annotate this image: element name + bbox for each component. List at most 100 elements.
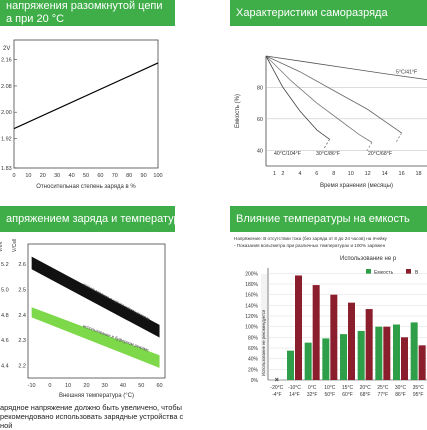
x-tick-label-f: 32°F — [307, 392, 318, 398]
y-tick-label-6v: 4.4 — [1, 363, 9, 369]
x-tick-label: 4 — [298, 171, 301, 177]
y-tick-label-cell: 2.4 — [18, 313, 26, 319]
x-tick-label: 90 — [141, 173, 147, 179]
x-tick-label: 70 — [112, 173, 118, 179]
curve-tail — [365, 142, 373, 153]
bar-voltage — [295, 275, 302, 380]
y-tick-label: 80 — [257, 85, 263, 91]
x-tick-label-f: 95°F — [413, 392, 424, 398]
x-tick-label-f: 77°F — [378, 392, 389, 398]
y-tick-label-6v: 5.2 — [1, 262, 9, 268]
note-line-1: Напряжение: В отсутствии тока (без заряд… — [234, 235, 388, 241]
temp-capacity-chart: Напряжение: В отсутствии тока (без заряд… — [234, 235, 427, 398]
panel-ocv-title-2: а при 20 °C — [6, 13, 65, 25]
x-axis-label: Время хранения (месяцы) — [320, 183, 393, 189]
bottom-note-line-1: арядное напряжение должно быть увеличено… — [0, 403, 182, 412]
y-tick-label: 2.00 — [1, 110, 12, 116]
right-axis-unit: V/Cell — [12, 239, 18, 252]
y-top-label: 2V — [3, 46, 10, 52]
x-tick-label: 10 — [65, 383, 71, 389]
y-tick-label-cell: 2.6 — [18, 262, 26, 268]
x-tick-label-c: 10°C — [324, 385, 336, 391]
x-tick-label-f: -4°F — [272, 392, 282, 398]
curve-label-40c: 40°C/104°F — [274, 151, 301, 157]
bar-capacity — [287, 350, 294, 380]
plot-frame — [27, 243, 166, 379]
y-tick-label: 60% — [248, 346, 259, 352]
curve-tail — [395, 132, 402, 144]
y-tick-label: 40% — [248, 357, 259, 363]
x-tick-label: 30 — [102, 383, 108, 389]
legend-voltage: В — [415, 270, 419, 276]
x-tick-label-c: 20°C — [360, 385, 372, 391]
bar-voltage — [383, 326, 391, 380]
x-tick-label: 2 — [281, 171, 284, 177]
x-tick-label: 16 — [399, 171, 405, 177]
x-tick-label: 80 — [126, 173, 132, 179]
panel-temp-capacity: Влияние температуры на емкость Напряжени… — [230, 206, 427, 430]
x-tick-label: 10 — [348, 171, 354, 177]
x-tick-label: 12 — [365, 171, 371, 177]
bar-voltage — [418, 345, 426, 380]
y-tick-label-cell: 2.3 — [18, 338, 26, 344]
plot-frame — [13, 39, 159, 169]
y-tick-label: 2.08 — [1, 84, 12, 90]
y-tick-label: 160% — [245, 293, 258, 299]
x-tick-label: -10 — [28, 383, 36, 389]
panel-ocv: напряжения разомкнутой цепи а при 20 °C … — [0, 0, 207, 200]
band-2 — [31, 307, 160, 368]
x-tick-label: 40 — [69, 173, 75, 179]
panel-ocv-title-1: напряжения разомкнутой цепи — [6, 0, 163, 12]
not-recommended-band — [261, 274, 267, 376]
x-tick-label-f: 68°F — [360, 392, 371, 398]
y-tick-label-6v: 4.6 — [1, 338, 9, 344]
bar-voltage — [348, 302, 355, 380]
y-tick-label: 200% — [245, 271, 258, 277]
panel-ocv-header: напряжения разомкнутой цепи а при 20 °C — [0, 0, 175, 26]
bar-capacity — [393, 324, 400, 380]
x-tick-label: 6 — [315, 171, 318, 177]
bar-voltage — [312, 285, 320, 380]
panel-self-discharge-header: Характеристики саморазряда — [230, 0, 427, 26]
curve-tail — [323, 139, 330, 150]
x-tick-label: 14 — [382, 171, 388, 177]
bar-capacity — [322, 338, 330, 380]
x-tick-label: 50 — [138, 383, 144, 389]
ocv-line — [13, 62, 159, 130]
bar-capacity — [375, 326, 383, 380]
curve-1 — [265, 55, 427, 80]
legend-title: Использование не р — [340, 256, 397, 262]
x-tick-label-c: 15°C — [342, 385, 354, 391]
note-line-2: - Показания вольтметра при различных тем… — [234, 243, 386, 248]
panel-self-discharge: Характеристики саморазряда 40 60 80 Емкость… — [230, 0, 427, 200]
bar-capacity — [410, 322, 418, 380]
curve-label-5c: 5°C/41°F — [396, 69, 417, 75]
bar-capacity — [357, 330, 365, 380]
x-tick-label-c: 30°C — [395, 385, 407, 391]
band-1 — [31, 256, 160, 338]
y-tick-label: 40 — [257, 148, 263, 154]
y-tick-label: 120% — [245, 314, 258, 320]
bottom-note: арядное напряжение должно быть увеличено… — [0, 403, 200, 430]
x-tick-label: 18 — [415, 171, 421, 177]
x-tick-label: 20 — [83, 383, 89, 389]
curve-label-30c: 30°C/86°F — [316, 151, 340, 157]
y-tick-label-cell: 2.5 — [18, 288, 26, 294]
y-tick-label: 0% — [251, 378, 259, 384]
bar-voltage — [365, 309, 373, 380]
x-tick-label: 60 — [97, 173, 103, 179]
self-discharge-chart: 40 60 80 Емкость (%) 1 2 4 6 8 10 12 14 16 18 Время хр… — [235, 55, 427, 189]
x-tick-label: 100 — [153, 173, 162, 179]
x-axis-label: Относительная степень заряда в % — [36, 184, 136, 190]
y-tick-label-6v: 5.0 — [1, 288, 9, 294]
x-tick-label: 1 — [273, 171, 276, 177]
x-tick-label: 20 — [40, 173, 46, 179]
bottom-note-line-3: ной — [0, 421, 13, 430]
y-tick-label: 1.83 — [1, 166, 12, 172]
bar-capacity — [340, 334, 347, 380]
x-tick-label-f: 86°F — [395, 392, 406, 398]
y-tick-label: 180% — [245, 282, 258, 288]
bottom-note-line-2: рекомендовано использовать зарядные устр… — [0, 412, 184, 421]
x-tick-label: 50 — [83, 173, 89, 179]
x-mark-icon: × — [275, 377, 279, 384]
